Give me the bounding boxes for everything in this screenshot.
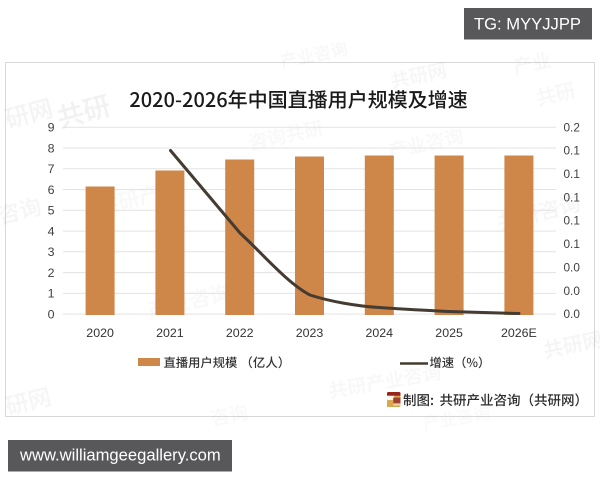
svg-text:3: 3 bbox=[48, 245, 55, 259]
svg-text:1: 1 bbox=[48, 287, 55, 301]
svg-text:2020: 2020 bbox=[86, 326, 114, 340]
svg-text:0.1: 0.1 bbox=[564, 214, 580, 228]
svg-text:0.0: 0.0 bbox=[564, 261, 581, 275]
svg-text:5: 5 bbox=[48, 204, 55, 218]
svg-text:0.0: 0.0 bbox=[564, 284, 581, 298]
svg-text:TG: MYYJJPP: TG: MYYJJPP bbox=[474, 14, 581, 33]
svg-text:2025: 2025 bbox=[435, 326, 463, 340]
svg-text:0.1: 0.1 bbox=[564, 144, 580, 158]
svg-text:2022: 2022 bbox=[226, 326, 254, 340]
svg-text:0.1: 0.1 bbox=[564, 237, 580, 251]
svg-text:0.1: 0.1 bbox=[564, 167, 580, 181]
svg-text:0.0: 0.0 bbox=[564, 307, 581, 321]
svg-text:2024: 2024 bbox=[366, 326, 394, 340]
svg-text:2: 2 bbox=[48, 266, 55, 280]
svg-text:2026E: 2026E bbox=[501, 326, 537, 340]
svg-text:2023: 2023 bbox=[296, 326, 324, 340]
svg-text:6: 6 bbox=[48, 183, 55, 197]
svg-text:9: 9 bbox=[48, 121, 55, 135]
svg-text:2021: 2021 bbox=[156, 326, 184, 340]
svg-text:0: 0 bbox=[48, 307, 55, 321]
svg-text:4: 4 bbox=[48, 224, 55, 238]
svg-text:www.williamgeegallery.com: www.williamgeegallery.com bbox=[19, 446, 221, 465]
svg-text:8: 8 bbox=[48, 141, 55, 155]
svg-text:0.1: 0.1 bbox=[564, 190, 580, 204]
svg-text:0.2: 0.2 bbox=[564, 120, 580, 134]
svg-text:7: 7 bbox=[48, 162, 55, 176]
